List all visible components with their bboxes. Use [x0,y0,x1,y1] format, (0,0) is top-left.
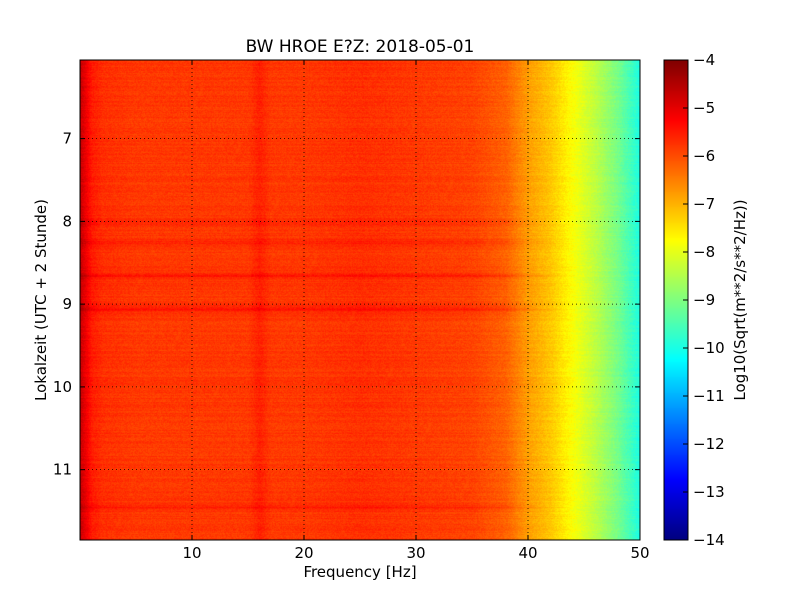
colorbar-tick-label: −10 [693,339,725,357]
colorbar-tick-label: −12 [693,435,725,453]
y-tick-label: 10 [53,378,72,396]
spectrogram-heatmap [80,60,640,540]
colorbar-tick-label: −13 [693,483,725,501]
colorbar-tick-label: −14 [693,531,725,549]
x-tick-label: 50 [630,544,649,562]
colorbar-tick-label: −5 [693,99,715,117]
colorbar: −4 −5 −6 −7 −8 −9 −10 −11 −12 −13 −14 Log10(Sqrt(m… [663,51,749,549]
colorbar-tick-label: −8 [693,243,715,261]
x-tick-label: 40 [518,544,537,562]
y-axis-ticks: 7 8 9 10 11 [53,130,640,479]
x-tick-label: 10 [182,544,201,562]
y-tick-label: 7 [62,130,72,148]
y-axis-label: Lokalzeit (UTC + 2 Stunde) [32,199,50,401]
x-tick-label: 20 [294,544,313,562]
x-tick-label: 30 [406,544,425,562]
colorbar-tick-label: −4 [693,51,715,69]
colorbar-tick-label: −7 [693,195,715,213]
x-axis-label: Frequency [Hz] [303,563,416,581]
grid-lines [80,60,640,540]
chart-title: BW HROE E?Z: 2018-05-01 [246,37,475,57]
colorbar-tick-label: −9 [693,291,715,309]
y-tick-label: 9 [62,295,72,313]
colorbar-tick-label: −11 [693,387,725,405]
spectrogram-plot-area: 10 20 30 40 50 7 8 9 10 11 [53,59,650,562]
colorbar-tick-label: −6 [693,147,715,165]
y-tick-label: 11 [53,461,72,479]
colorbar-label: Log10(Sqrt(m**2/s**2/Hz)) [731,199,749,400]
y-tick-label: 8 [62,212,72,230]
plot-frame [79,59,641,541]
x-axis-ticks: 10 20 30 40 50 [182,60,650,562]
colorbar-ticks: −4 −5 −6 −7 −8 −9 −10 −11 −12 −13 −14 [683,51,725,549]
